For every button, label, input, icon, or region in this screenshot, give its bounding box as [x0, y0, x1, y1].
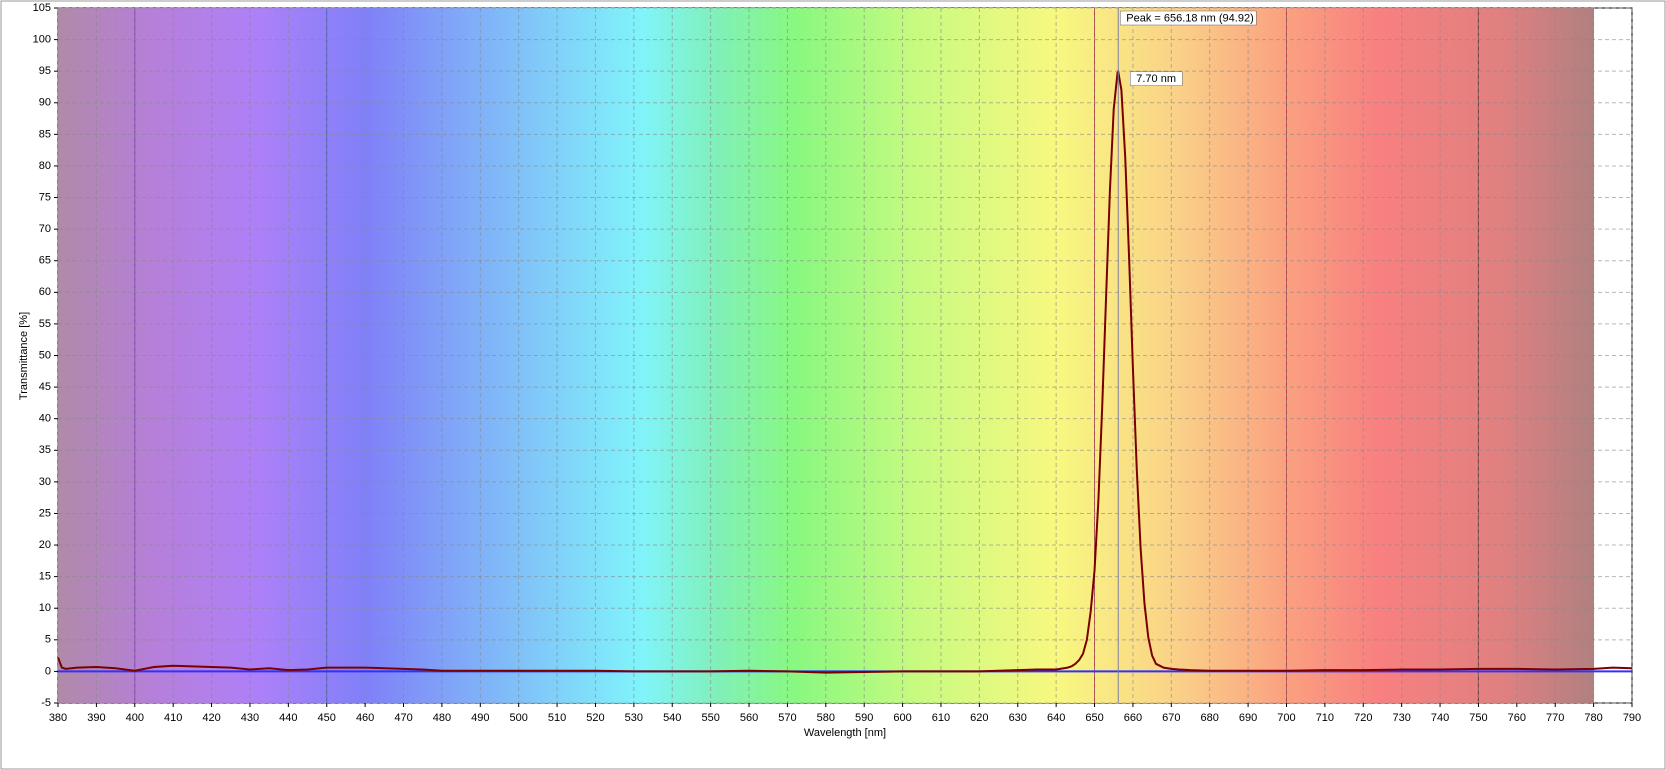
x-tick-label: 530 [625, 712, 643, 724]
y-tick-label: 40 [39, 413, 51, 425]
x-tick-label: 630 [1009, 712, 1027, 724]
x-tick-label: 520 [586, 712, 604, 724]
x-tick-label: 570 [778, 712, 796, 724]
y-tick-label: 95 [39, 65, 51, 77]
y-tick-label: 60 [39, 286, 51, 298]
x-tick-label: 380 [49, 712, 67, 724]
series-line [57, 69, 1633, 674]
annotation: Peak = 656.18 nm (94.92) [1126, 12, 1254, 24]
x-tick-label: 560 [740, 712, 758, 724]
x-tick-label: 500 [510, 712, 528, 724]
y-tick-label: 50 [39, 349, 51, 361]
x-tick-label: 540 [663, 712, 681, 724]
annotation-box [1120, 10, 1257, 26]
x-tick-label: 720 [1354, 712, 1372, 724]
x-tick-label: 400 [126, 712, 144, 724]
y-tick-label: 90 [39, 97, 51, 109]
y-tick-label: 70 [39, 223, 51, 235]
x-tick-label: 790 [1623, 712, 1641, 724]
x-tick-label: 740 [1431, 712, 1449, 724]
x-tick-label: 390 [87, 712, 105, 724]
x-tick-label: 590 [855, 712, 873, 724]
y-tick-label: 80 [39, 160, 51, 172]
x-tick-label: 450 [318, 712, 336, 724]
y-tick-label: 105 [33, 2, 51, 14]
x-tick-label: 610 [932, 712, 950, 724]
x-tick-label: 460 [356, 712, 374, 724]
y-tick-label: 25 [39, 507, 51, 519]
x-tick-label: 760 [1508, 712, 1526, 724]
x-tick-label: 700 [1277, 712, 1295, 724]
y-tick-label: 10 [39, 602, 51, 614]
x-tick-label: 430 [241, 712, 259, 724]
x-tick-label: 480 [433, 712, 451, 724]
x-tick-label: 620 [970, 712, 988, 724]
x-tick-label: 650 [1085, 712, 1103, 724]
y-axis-label: Transmittance [%] [18, 312, 30, 400]
y-tick-label: 100 [33, 33, 51, 45]
x-tick-label: 550 [701, 712, 719, 724]
x-tick-label: 440 [279, 712, 297, 724]
x-tick-label: 730 [1392, 712, 1410, 724]
x-tick-label: 690 [1239, 712, 1257, 724]
y-tick-label: 85 [39, 128, 51, 140]
x-tick-label: 770 [1546, 712, 1564, 724]
x-tick-label: 670 [1162, 712, 1180, 724]
x-tick-label: 780 [1584, 712, 1602, 724]
x-tick-label: 660 [1124, 712, 1142, 724]
x-tick-label: 470 [394, 712, 412, 724]
x-tick-label: 600 [893, 712, 911, 724]
x-tick-label: 490 [471, 712, 489, 724]
x-tick-label: 410 [164, 712, 182, 724]
x-tick-label: 750 [1469, 712, 1487, 724]
x-tick-label: 710 [1316, 712, 1334, 724]
x-axis-label: Wavelength [nm] [804, 727, 886, 739]
y-tick-label: 35 [39, 444, 51, 456]
y-tick-label: 30 [39, 476, 51, 488]
annotation: 7.70 nm [1136, 73, 1176, 85]
y-tick-label: 45 [39, 381, 51, 393]
annotation-box [1130, 71, 1183, 86]
x-tick-label: 510 [548, 712, 566, 724]
y-tick-label: 15 [39, 571, 51, 583]
y-tick-label: 20 [39, 539, 51, 551]
y-tick-label: 5 [45, 634, 51, 646]
x-tick-label: 420 [202, 712, 220, 724]
y-tick-label: 0 [45, 665, 51, 677]
x-tick-label: 580 [817, 712, 835, 724]
x-tick-label: 680 [1201, 712, 1219, 724]
y-tick-label: 55 [39, 318, 51, 330]
x-tick-label: 640 [1047, 712, 1065, 724]
y-tick-label: -5 [41, 697, 51, 709]
y-tick-label: 65 [39, 255, 51, 267]
y-tick-label: 75 [39, 191, 51, 203]
